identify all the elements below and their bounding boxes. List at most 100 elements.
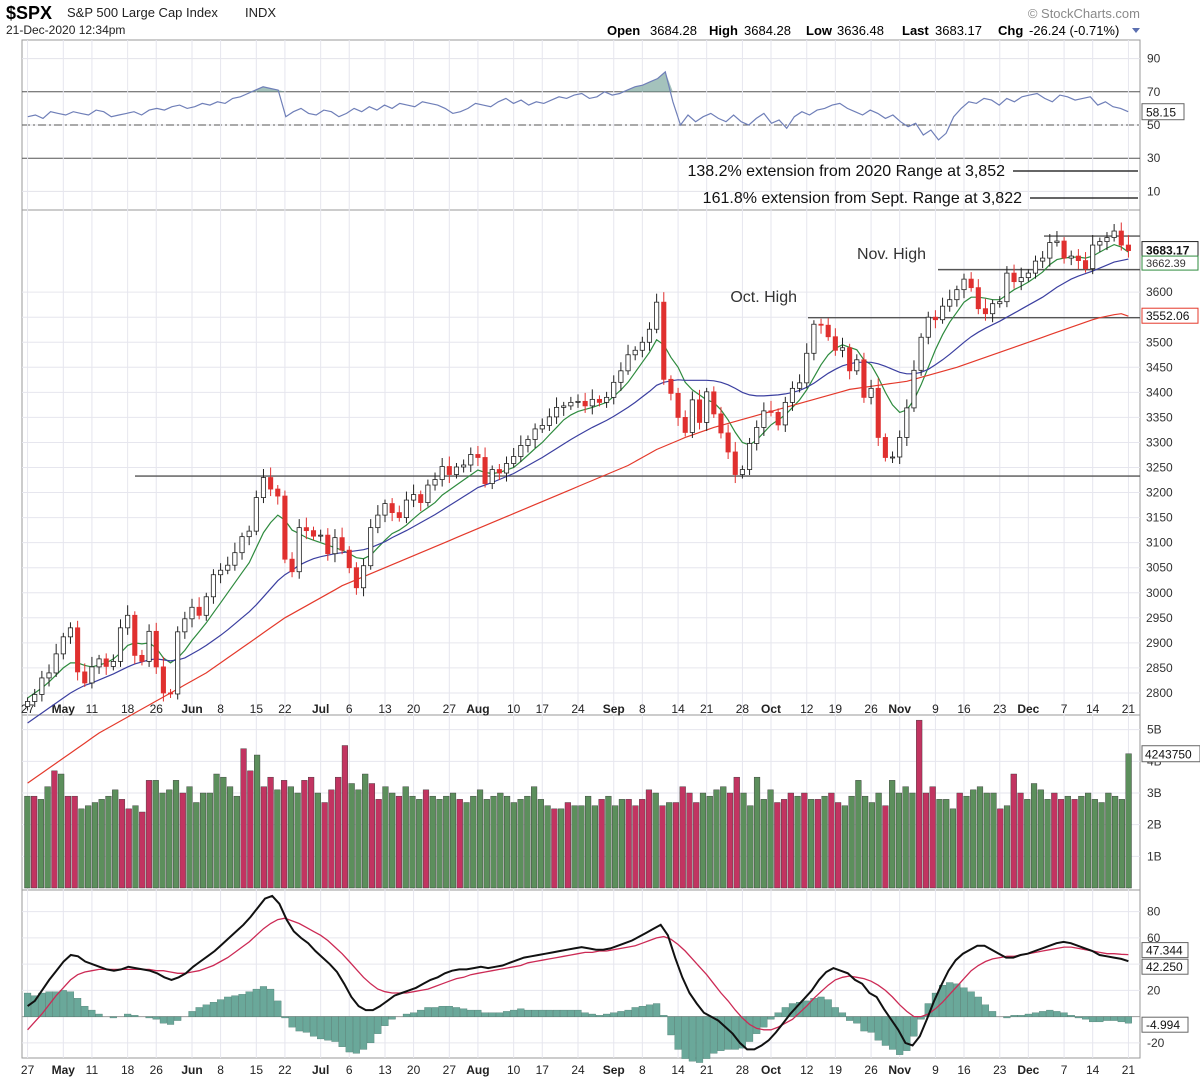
- macd-histogram-bar: [674, 1016, 682, 1050]
- price-x-tick-label: 18: [121, 702, 135, 716]
- price-x-tick-label: 15: [250, 702, 264, 716]
- dropdown-arrow-icon[interactable]: [1132, 28, 1140, 33]
- macd-x-tick-label: 10: [507, 1063, 521, 1077]
- candle-body: [1104, 237, 1110, 242]
- macd-histogram-bar: [510, 1009, 518, 1017]
- candle-body: [947, 299, 953, 307]
- volume-bar: [470, 795, 477, 889]
- macd-histogram-bar: [524, 1009, 532, 1017]
- volume-bar: [936, 799, 943, 889]
- macd-tick-label: 60: [1147, 931, 1161, 945]
- volume-bar: [78, 808, 85, 889]
- low-value: 3636.48: [837, 23, 884, 38]
- volume-bar: [1017, 792, 1024, 889]
- volume-bar: [341, 745, 348, 889]
- price-tick-label: 3400: [1146, 385, 1173, 399]
- volume-bar: [348, 783, 355, 889]
- volume-bar: [578, 805, 585, 889]
- macd-histogram-bar: [1110, 1016, 1118, 1021]
- macd-histogram-bar: [960, 987, 968, 1017]
- macd-histogram-bar: [109, 1016, 117, 1019]
- price-x-tick-label: Aug: [466, 702, 489, 716]
- macd-histogram-bar: [1010, 1015, 1018, 1017]
- volume-bar: [902, 786, 909, 889]
- candle-body: [167, 692, 174, 695]
- price-x-tick-label: 27: [443, 702, 457, 716]
- symbol: $SPX: [6, 3, 52, 23]
- volume-bar: [828, 792, 835, 889]
- volume-bar: [193, 802, 200, 889]
- volume-bar: [429, 795, 436, 889]
- macd-histogram-bar: [31, 995, 39, 1017]
- price-tick-label: 2800: [1146, 686, 1173, 700]
- volume-bar: [625, 799, 632, 889]
- macd-histogram-bar: [188, 1011, 196, 1017]
- volume-bar: [909, 792, 916, 889]
- candle-body: [696, 399, 703, 423]
- candle-body: [668, 378, 674, 394]
- volume-bar: [726, 792, 734, 889]
- volume-bar: [787, 792, 794, 889]
- volume-bar: [247, 770, 254, 889]
- volume-bar: [213, 773, 220, 889]
- candle-body: [818, 323, 824, 326]
- marks-layer: 907050301058.153600355035003450340033503…: [21, 52, 1200, 1077]
- chg-value: -26.24 (-0.71%): [1029, 23, 1119, 38]
- price-x-tick-label: 8: [639, 702, 646, 716]
- volume-bar: [666, 802, 673, 889]
- macd-histogram-bar: [424, 1007, 432, 1017]
- macd-x-tick-label: 11: [86, 1063, 99, 1077]
- volume-bar: [308, 776, 315, 889]
- candle-body: [997, 301, 1003, 305]
- macd-value-box: [1141, 958, 1189, 975]
- macd-histogram-bar: [610, 1012, 618, 1017]
- macd-histogram-bar: [545, 1009, 553, 1017]
- volume-bar: [64, 795, 71, 889]
- macd-histogram-bar: [281, 1016, 289, 1019]
- volume-bar: [449, 792, 457, 889]
- candle-body: [432, 479, 438, 486]
- candle-body: [990, 303, 996, 315]
- macd-histogram-bar: [753, 1016, 761, 1034]
- price-x-tick-label: 28: [736, 702, 750, 716]
- macd-histogram-bar: [724, 1016, 732, 1050]
- macd-histogram-bar: [881, 1016, 889, 1046]
- volume-bar: [997, 808, 1004, 889]
- macd-x-tick-label: 9: [932, 1063, 939, 1077]
- candle-body: [1032, 260, 1039, 274]
- price-x-tick-label: Jun: [181, 702, 202, 716]
- volume-bar: [267, 776, 274, 889]
- macd-value-label: 47.344: [1146, 944, 1183, 958]
- volume-bar: [551, 808, 558, 889]
- rsi-value-label: 58.15: [1146, 106, 1176, 120]
- volume-bar: [821, 795, 828, 889]
- volume-bar: [862, 795, 869, 889]
- price-tick-label: 3500: [1146, 335, 1173, 349]
- price-x-tick-label: 17: [536, 702, 550, 716]
- candle-body: [904, 407, 910, 438]
- candle-body: [689, 399, 695, 433]
- candle-body: [203, 596, 209, 616]
- candle-body: [568, 401, 574, 407]
- macd-histogram-bar: [910, 1016, 918, 1037]
- volume-bar: [882, 805, 889, 889]
- extension-sept-label: 161.8% extension from Sept. Range at 3,8…: [703, 190, 1022, 207]
- candle-body: [718, 413, 724, 434]
- volume-bar: [916, 719, 923, 889]
- open-label: Open: [607, 23, 640, 38]
- candle-body: [89, 666, 95, 684]
- macd-histogram-bar: [145, 1016, 153, 1019]
- volume-bar: [524, 795, 531, 889]
- macd-histogram-bar: [417, 1009, 425, 1017]
- price-x-tick-label: 22: [278, 702, 292, 716]
- macd-histogram-bar: [238, 994, 246, 1017]
- candle-body: [1125, 244, 1131, 251]
- candle-body: [618, 370, 624, 383]
- volume-bar: [220, 776, 227, 889]
- macd-histogram-bar: [1081, 1016, 1090, 1020]
- volume-bar: [274, 789, 281, 889]
- candle-body: [446, 466, 452, 475]
- volume-bar: [98, 799, 105, 889]
- price-x-tick-label: 12: [800, 702, 814, 716]
- macd-histogram-bar: [660, 1015, 668, 1017]
